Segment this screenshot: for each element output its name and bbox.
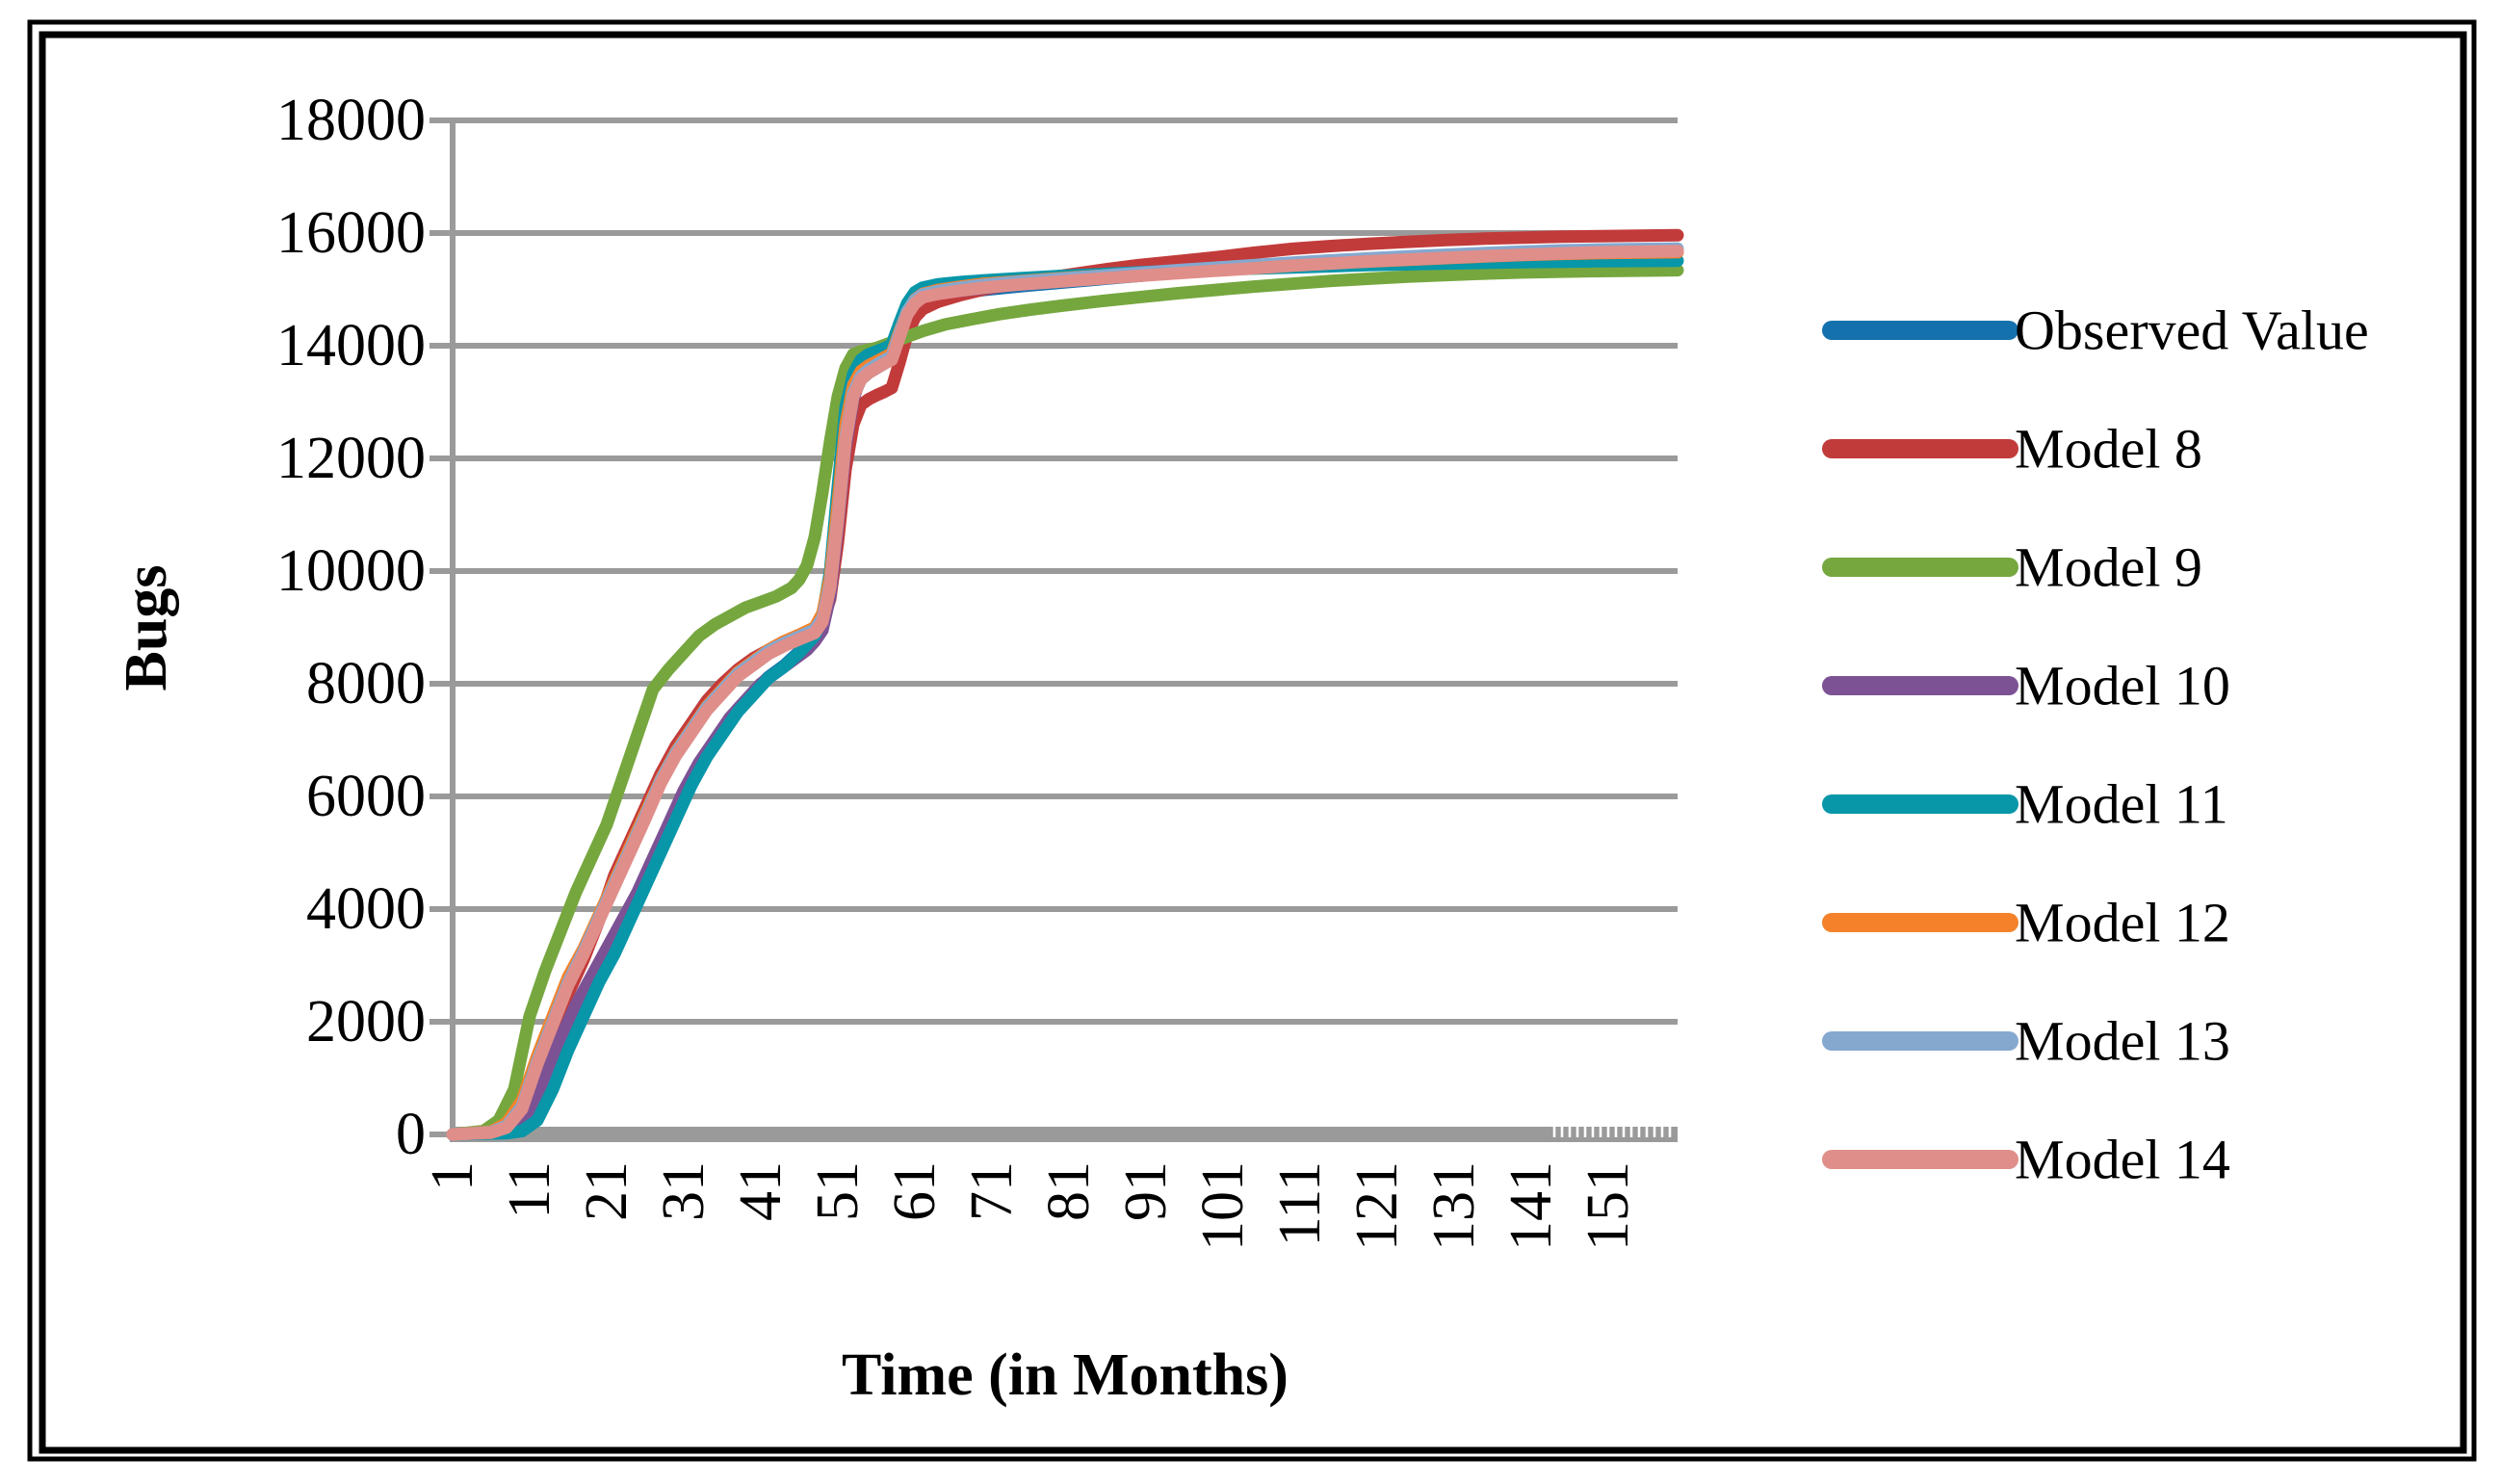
series-line-model-13: [446, 242, 1684, 1141]
y-tick-label-2000: 2000: [306, 989, 426, 1054]
series-line-model-10: [446, 245, 1684, 1141]
minor-tick-slit: [1668, 1127, 1672, 1137]
x-tick-label-141: 141: [1498, 1161, 1564, 1251]
legend-label-model-11: Model 11: [2015, 773, 2228, 836]
minor-tick-slit: [1591, 1127, 1595, 1137]
x-tick-label-111: 111: [1267, 1161, 1333, 1246]
x-tick-label-21: 21: [574, 1161, 639, 1221]
legend-label-model-10: Model 10: [2015, 655, 2230, 717]
outer-border: [27, 19, 2477, 1462]
legend-label-model-8: Model 8: [2015, 418, 2202, 481]
y-tick-label-4000: 4000: [306, 876, 426, 942]
x-tick-label-101: 101: [1190, 1161, 1256, 1251]
minor-tick-slit: [1599, 1127, 1602, 1137]
x-tick-label-81: 81: [1036, 1161, 1102, 1221]
legend-label-model-12: Model 12: [2015, 892, 2230, 954]
legend-label-model-13: Model 13: [2015, 1010, 2230, 1073]
legend: Observed Value Model 8 Model 9 Model 10 Mode…: [1822, 299, 2369, 1191]
x-tick-label-41: 41: [728, 1161, 794, 1221]
legend-item-model-12: Model 12: [1822, 892, 2230, 954]
x-tick-label-71: 71: [959, 1161, 1025, 1221]
y-tick-label-6000: 6000: [306, 764, 426, 829]
minor-tick-slit: [1568, 1127, 1572, 1137]
minor-tick-slit: [1629, 1127, 1633, 1137]
axes: [450, 117, 1678, 1142]
y-tick-label-14000: 14000: [276, 313, 426, 378]
legend-label-observed-value: Observed Value: [2015, 299, 2369, 362]
series-line-observed-value: [446, 245, 1684, 1141]
minor-tick-slit: [1622, 1127, 1626, 1137]
legend-item-model-8: Model 8: [1822, 418, 2202, 481]
legend-item-model-10: Model 10: [1822, 655, 2230, 717]
x-tick-label-91: 91: [1113, 1161, 1179, 1221]
series-lines: [446, 228, 1684, 1141]
legend-item-model-11: Model 11: [1822, 773, 2228, 836]
series-line-model-14: [446, 245, 1684, 1141]
y-tick-label-0: 0: [396, 1102, 426, 1167]
legend-item-model-14: Model 14: [1822, 1129, 2230, 1191]
minor-tick-slit: [1560, 1127, 1564, 1137]
minor-tick-slit: [1583, 1127, 1587, 1137]
x-tick-label-151: 151: [1576, 1161, 1641, 1251]
minor-tick-slit: [1660, 1127, 1664, 1137]
inner-border: [39, 31, 2467, 1454]
series-line-model-9: [446, 264, 1684, 1141]
x-tick-label-131: 131: [1421, 1161, 1487, 1251]
x-tick-label-1: 1: [420, 1161, 485, 1191]
legend-item-model-9: Model 9: [1822, 536, 2202, 599]
x-axis-line: [450, 1127, 1678, 1142]
x-tick-label-51: 51: [805, 1161, 871, 1221]
minor-tick-slit: [1614, 1127, 1618, 1137]
y-tick-label-12000: 12000: [276, 426, 426, 491]
legend-item-observed-value: Observed Value: [1822, 299, 2369, 362]
y-tick-label-18000: 18000: [276, 88, 426, 153]
y-axis-title: Bugs: [114, 565, 179, 691]
series-line-model-11: [446, 254, 1684, 1141]
legend-label-model-9: Model 9: [2015, 536, 2202, 599]
minor-tick-slit: [1653, 1127, 1656, 1137]
y-tick-label-16000: 16000: [276, 200, 426, 266]
y-tick-labels: 0 2000 4000 6000 8000 10000 12000 14000 16000 180…: [276, 88, 426, 1167]
minor-tick-slit: [1637, 1127, 1641, 1137]
legend-item-model-13: Model 13: [1822, 1010, 2230, 1073]
x-axis-title: Time (in Months): [842, 1342, 1289, 1408]
y-tick-label-10000: 10000: [276, 538, 426, 604]
legend-label-model-14: Model 14: [2015, 1129, 2230, 1191]
x-tick-label-121: 121: [1344, 1161, 1410, 1251]
minor-tick-slit: [1576, 1127, 1579, 1137]
minor-tick-slit: [1552, 1127, 1556, 1137]
x-tick-label-11: 11: [497, 1161, 562, 1219]
minor-tick-comb: [1552, 1127, 1672, 1137]
x-tick-label-61: 61: [882, 1161, 948, 1221]
y-tick-label-8000: 8000: [306, 651, 426, 716]
minor-tick-slit: [1645, 1127, 1649, 1137]
x-tick-label-31: 31: [651, 1161, 716, 1221]
x-tick-labels: 1 11 21 31 41 51 61 71 81 91 101 111 121 131 141 151: [420, 1161, 1641, 1251]
minor-tick-slit: [1606, 1127, 1610, 1137]
series-line-model-12: [446, 246, 1684, 1141]
